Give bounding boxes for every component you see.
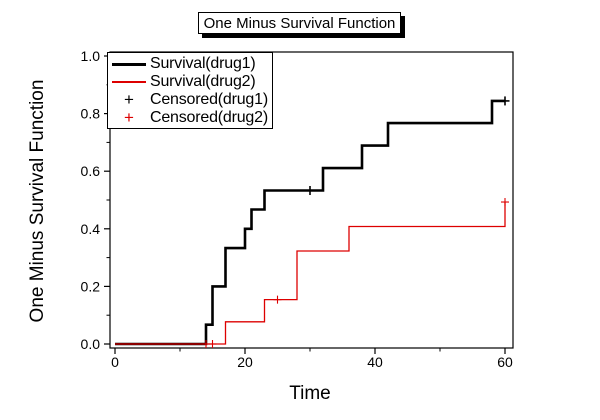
legend-sample-area [108, 62, 150, 66]
legend-label: Survival(drug1) [150, 55, 256, 72]
legend-label: Censored(drug2) [150, 109, 268, 126]
y-tick-label: 0.6 [81, 163, 101, 179]
y-tick-label: 1.0 [81, 48, 101, 64]
legend-sample-area: + [108, 108, 150, 127]
x-tick-label: 0 [111, 354, 119, 370]
x-axis-title: Time [289, 383, 331, 404]
legend-label: Censored(drug1) [150, 91, 268, 108]
y-tick-label: 0.8 [81, 106, 101, 122]
chart-title: One Minus Survival Function [203, 14, 396, 32]
legend-sample-area [108, 81, 150, 83]
x-tick-label: 20 [237, 354, 253, 370]
plus-marker-icon: + [124, 90, 134, 109]
y-tick-label: 0.4 [81, 221, 101, 237]
plus-marker-icon: + [124, 108, 134, 127]
line-sample-icon [112, 62, 146, 66]
chart-title-box: One Minus Survival Function [198, 12, 401, 34]
legend-item-censored-drug2: + Censored(drug2) [108, 109, 272, 127]
legend-item-censored-drug1: + Censored(drug1) [108, 91, 272, 109]
y-tick-label: 0.2 [81, 278, 101, 294]
y-tick-label: 0.0 [81, 336, 101, 352]
legend-item-survival-drug1: Survival(drug1) [108, 55, 272, 73]
y-axis-title: One Minus Survival Function [27, 79, 48, 323]
legend-sample-area: + [108, 90, 150, 109]
legend-label: Survival(drug2) [150, 73, 256, 90]
line-sample-icon [112, 81, 146, 83]
x-tick-label: 60 [497, 354, 513, 370]
survival-curve-survival-drug2- [115, 202, 506, 345]
legend: Survival(drug1) Survival(drug2) + Censor… [107, 52, 273, 129]
x-tick-label: 40 [367, 354, 383, 370]
legend-item-survival-drug2: Survival(drug2) [108, 73, 272, 91]
survival-curve-survival-drug1- [115, 99, 505, 346]
